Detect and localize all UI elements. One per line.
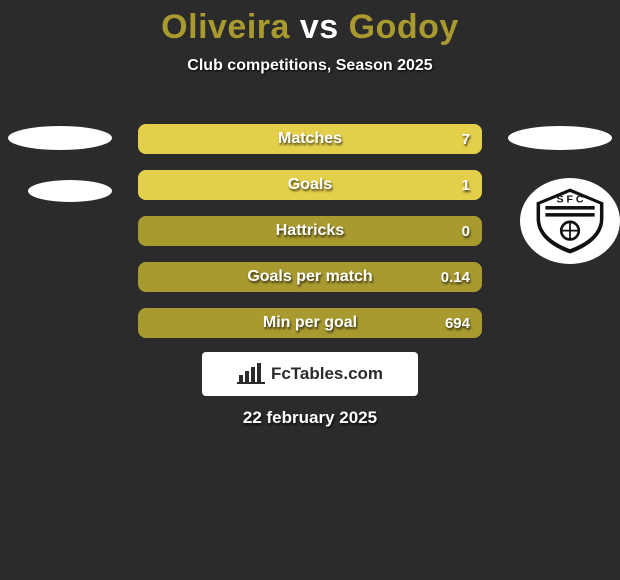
comparison-bars: Matches7Goals1Hattricks0Goals per match0… xyxy=(138,124,482,354)
svg-text:S F C: S F C xyxy=(557,194,584,206)
title-vs: vs xyxy=(300,8,339,46)
bar-chart-icon xyxy=(237,363,265,385)
stat-label: Min per goal xyxy=(138,314,482,332)
santos-fc-icon: S F C xyxy=(526,183,614,259)
watermark: FcTables.com xyxy=(202,352,418,396)
stat-bar-matches: Matches7 xyxy=(138,124,482,154)
stat-bar-min-per-goal: Min per goal694 xyxy=(138,308,482,338)
stat-value-right: 0 xyxy=(462,223,470,240)
title-player2: Godoy xyxy=(349,8,459,46)
stat-bar-hattricks: Hattricks0 xyxy=(138,216,482,246)
stat-bar-goals: Goals1 xyxy=(138,170,482,200)
stat-value-right: 0.14 xyxy=(441,269,470,286)
stat-value-right: 694 xyxy=(445,315,470,332)
player2-club-badge: S F C xyxy=(520,178,620,264)
page-title: Oliveira vs Godoy xyxy=(0,0,620,47)
watermark-text: FcTables.com xyxy=(271,364,383,384)
stat-label: Goals per match xyxy=(138,268,482,286)
title-player1: Oliveira xyxy=(161,8,290,46)
player1-logo-placeholder-2 xyxy=(28,180,112,202)
stat-bar-goals-per-match: Goals per match0.14 xyxy=(138,262,482,292)
stat-bar-fill-right xyxy=(138,170,482,200)
player1-logo-placeholder-1 xyxy=(8,126,112,150)
player2-logo-placeholder-1 xyxy=(508,126,612,150)
stat-label: Hattricks xyxy=(138,222,482,240)
date-label: 22 february 2025 xyxy=(0,408,620,428)
stat-bar-fill-right xyxy=(138,124,482,154)
subtitle: Club competitions, Season 2025 xyxy=(0,57,620,75)
